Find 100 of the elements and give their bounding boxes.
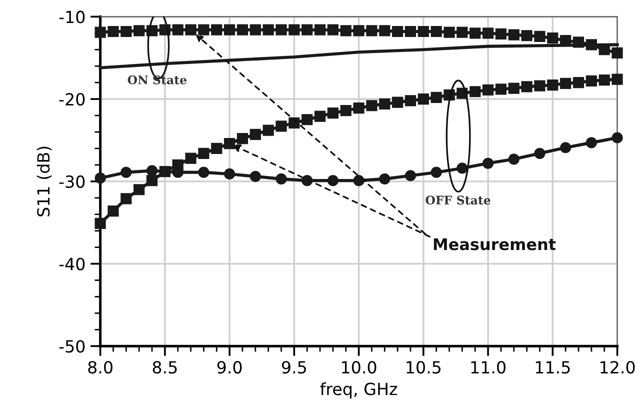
point xyxy=(444,26,455,38)
point xyxy=(598,74,610,86)
point xyxy=(146,175,158,186)
point xyxy=(495,84,507,95)
point xyxy=(185,152,196,164)
point xyxy=(198,166,210,178)
point xyxy=(430,92,442,103)
x-tick-label: 12.0 xyxy=(600,360,635,374)
point xyxy=(456,162,468,174)
point xyxy=(534,80,546,92)
y-tick-label: -30 xyxy=(59,175,85,188)
point xyxy=(392,96,404,108)
point xyxy=(366,25,378,36)
point xyxy=(120,193,132,204)
point xyxy=(134,184,145,196)
x-axis-title: freq, GHz xyxy=(320,382,398,399)
point xyxy=(314,24,326,36)
point xyxy=(327,175,338,186)
point xyxy=(508,154,520,165)
point xyxy=(327,107,338,119)
point xyxy=(612,47,623,58)
point xyxy=(224,168,236,180)
point xyxy=(392,26,404,38)
y-tick-label: -10 xyxy=(59,10,85,24)
point xyxy=(560,142,572,154)
point xyxy=(211,24,222,36)
point xyxy=(430,26,442,38)
point xyxy=(327,24,338,36)
point xyxy=(508,82,520,94)
point xyxy=(353,25,364,36)
point xyxy=(288,117,300,128)
x-tick-label: 11.5 xyxy=(536,361,570,374)
x-tick-label: 10.5 xyxy=(406,360,441,374)
point xyxy=(353,175,364,186)
point xyxy=(236,133,248,144)
point xyxy=(482,84,494,96)
point xyxy=(418,26,429,38)
point xyxy=(172,24,184,36)
point xyxy=(302,24,313,36)
point xyxy=(534,148,546,159)
point xyxy=(560,78,572,89)
point xyxy=(108,205,119,217)
point xyxy=(404,170,416,182)
point xyxy=(404,95,416,106)
point xyxy=(379,25,390,36)
point xyxy=(430,166,442,178)
point xyxy=(547,32,558,44)
point xyxy=(470,86,481,98)
point xyxy=(94,172,106,184)
point xyxy=(262,124,274,136)
point xyxy=(250,128,261,140)
point xyxy=(211,142,222,154)
point xyxy=(198,24,210,36)
x-tick-label: 10.0 xyxy=(342,360,376,374)
point xyxy=(482,158,494,169)
y-axis-title: S11 (dB) xyxy=(36,146,52,216)
point xyxy=(366,100,378,112)
x-tick-label: 9.5 xyxy=(282,360,306,374)
point xyxy=(198,148,210,159)
point xyxy=(185,24,196,36)
point xyxy=(120,166,132,178)
point xyxy=(134,25,145,36)
point xyxy=(94,218,106,229)
point xyxy=(586,137,597,148)
point xyxy=(586,75,597,86)
point xyxy=(250,24,261,36)
point xyxy=(456,26,468,38)
point xyxy=(302,114,313,126)
point xyxy=(250,170,261,182)
point xyxy=(353,102,364,114)
point xyxy=(314,110,326,122)
point xyxy=(521,30,532,42)
point xyxy=(146,165,158,176)
x-tick-label: 8.5 xyxy=(152,360,177,374)
x-tick-label: 8.0 xyxy=(88,360,112,374)
point xyxy=(547,79,558,91)
point xyxy=(379,173,390,184)
point xyxy=(276,173,287,184)
point xyxy=(482,28,494,39)
point xyxy=(340,25,352,36)
point xyxy=(276,120,287,132)
point xyxy=(262,24,274,36)
annotation: Measurement xyxy=(434,238,556,250)
point xyxy=(508,29,520,40)
point xyxy=(340,105,352,116)
annotation: ON State xyxy=(128,75,187,84)
point xyxy=(521,81,532,92)
point xyxy=(612,74,623,85)
y-tick-label: -20 xyxy=(59,93,85,106)
annotation: OFF State xyxy=(426,196,490,205)
point xyxy=(404,26,416,38)
point xyxy=(379,98,390,110)
point xyxy=(224,24,236,36)
point xyxy=(612,132,623,144)
y-tick-label: -50 xyxy=(59,340,85,353)
point xyxy=(224,138,236,150)
point xyxy=(120,26,132,38)
point xyxy=(288,24,300,36)
x-tick-label: 9.0 xyxy=(217,360,242,374)
point xyxy=(470,28,481,39)
